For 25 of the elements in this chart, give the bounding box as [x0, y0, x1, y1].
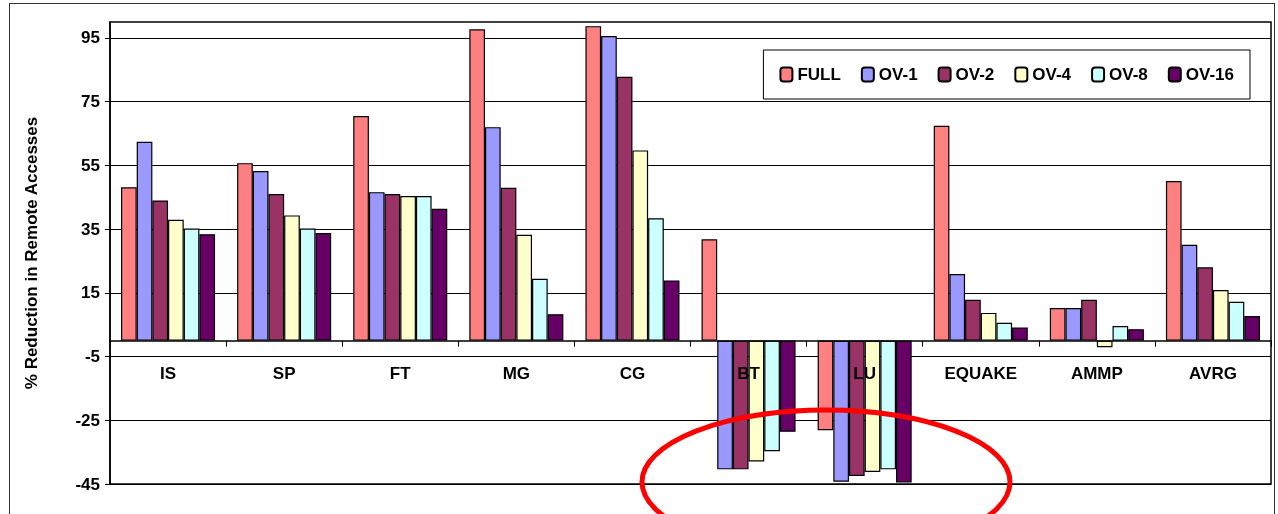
- y-tick-label: -45: [75, 474, 100, 494]
- legend-label: OV-8: [1109, 65, 1148, 84]
- y-tick-label: -25: [75, 410, 100, 430]
- legend-label: OV-4: [1032, 65, 1072, 84]
- y-tick-label: 15: [81, 283, 100, 303]
- x-tick-label: BT: [737, 363, 761, 383]
- y-axis-title: % Reduction in Remote Accesses: [22, 116, 41, 390]
- y-tick-label: 55: [81, 155, 100, 175]
- x-tick-label: FT: [389, 363, 412, 383]
- x-tick-label: EQUAKE: [944, 363, 1018, 383]
- y-tick-label: 75: [81, 92, 100, 112]
- x-tick-label: MG: [502, 363, 531, 383]
- y-tick-label: -5: [84, 347, 100, 367]
- legend-label: OV-16: [1185, 65, 1235, 84]
- legend-label: FULL: [797, 65, 841, 84]
- y-tick-label: 35: [81, 219, 100, 239]
- x-tick-label: AMMP: [1070, 363, 1123, 383]
- x-tick-label: CG: [619, 363, 646, 383]
- y-tick-label: 95: [81, 28, 100, 48]
- legend-label: OV-1: [878, 65, 918, 84]
- x-tick-label: AVRG: [1189, 363, 1237, 383]
- legend-label: OV-2: [955, 65, 995, 84]
- x-tick-label: LU: [853, 363, 876, 383]
- x-tick-label: SP: [272, 363, 296, 383]
- x-tick-label: IS: [160, 363, 177, 383]
